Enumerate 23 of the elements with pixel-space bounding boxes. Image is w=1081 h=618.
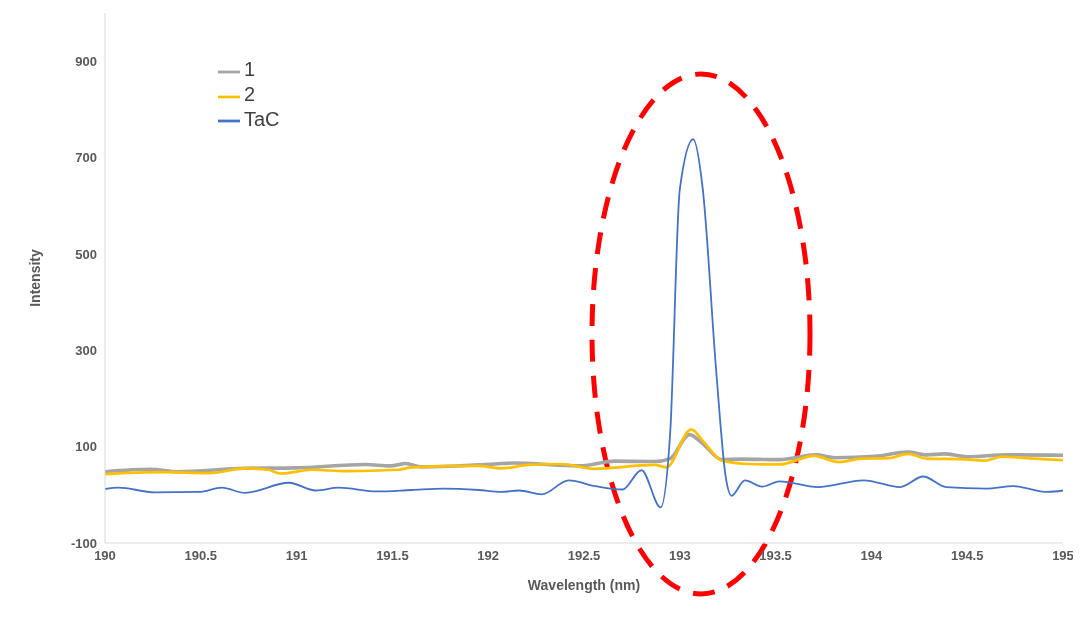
- x-axis-title: Wavelength (nm): [527, 577, 641, 593]
- x-tick-label: 195: [1052, 548, 1074, 564]
- legend-label: 2: [244, 82, 256, 105]
- x-tick-label: 193: [668, 548, 691, 564]
- y-tick-label: 900: [75, 53, 97, 69]
- legend-label: 1: [244, 58, 256, 80]
- x-tick-label: 194.5: [950, 548, 984, 564]
- y-tick-label: 500: [75, 246, 97, 262]
- y-tick-label: 100: [75, 439, 97, 455]
- y-tick-label: 700: [75, 150, 97, 166]
- y-tick-label: -100: [70, 535, 97, 551]
- line-series: [105, 138, 1063, 509]
- x-tick-label: 190: [94, 548, 116, 564]
- x-tick-label: 192: [477, 548, 500, 564]
- x-tick-label: 192.5: [567, 548, 601, 564]
- y-axis-title: Intensity: [26, 249, 43, 307]
- x-tick-label: 191: [285, 548, 308, 564]
- legend-label: TaC: [244, 107, 280, 130]
- x-tick-label: 193.5: [759, 548, 792, 564]
- x-tick-label: 194: [860, 548, 884, 564]
- x-tick-label: 190.5: [184, 548, 218, 564]
- x-tick-label: 191.5: [376, 548, 409, 564]
- y-tick-label: 300: [75, 342, 97, 358]
